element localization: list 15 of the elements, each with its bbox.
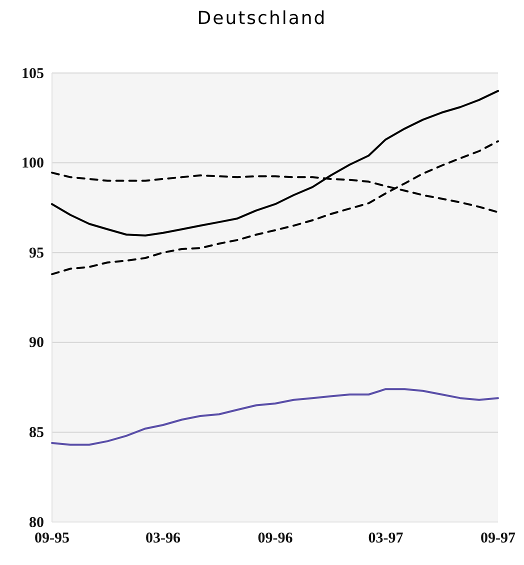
y-tick-label: 80 (29, 514, 44, 531)
chart-title: Deutschland (197, 8, 327, 29)
x-tick-label: 09-95 (34, 530, 70, 547)
x-tick-label: 03-97 (368, 530, 404, 547)
x-tick-label: 03-96 (146, 530, 182, 547)
line-series (51, 140, 499, 276)
x-tick-label: 09-97 (480, 530, 516, 547)
y-tick-label: 90 (29, 335, 44, 352)
x-tick-label: 09-96 (258, 530, 294, 547)
y-tick-label: 95 (29, 245, 44, 262)
y-tick-label: 85 (29, 425, 44, 441)
y-tick-label: 100 (22, 156, 44, 172)
y-tick-label: 105 (22, 66, 44, 82)
line-series (51, 90, 499, 237)
line-series (51, 388, 499, 446)
